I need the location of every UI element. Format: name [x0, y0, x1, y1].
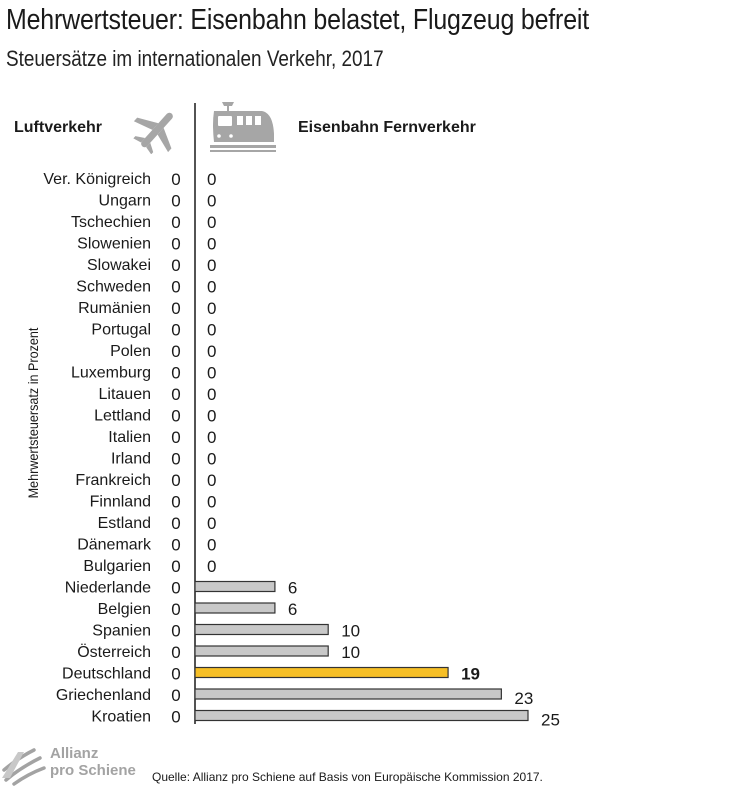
rail-value-label: 0	[207, 385, 216, 404]
rail-value-label: 19	[461, 665, 480, 684]
rail-value-label: 0	[207, 321, 216, 340]
category-label: Dänemark	[77, 537, 152, 554]
air-value-label: 0	[171, 385, 180, 404]
category-label: Slowenien	[77, 236, 151, 253]
category-label: Lettland	[94, 408, 151, 425]
category-label: Polen	[110, 343, 151, 360]
train-icon	[210, 102, 276, 152]
rail-value-label: 0	[207, 192, 216, 211]
rail-bar	[194, 602, 276, 614]
rail-bar	[194, 709, 529, 722]
category-label: Belgien	[98, 601, 151, 618]
category-label: Frankreich	[75, 472, 151, 489]
rail-value-label: 25	[541, 711, 560, 730]
logo-text: Allianz pro Schiene	[50, 745, 136, 779]
rail-bar	[194, 666, 449, 679]
column-header-air: Luftverkehr	[14, 119, 103, 136]
rail-value-label: 0	[207, 536, 216, 555]
category-label: Schweden	[76, 279, 151, 296]
rail-value-label: 0	[207, 407, 216, 426]
category-label: Deutschland	[62, 666, 151, 683]
rail-value-label: 0	[207, 235, 216, 254]
rail-value-label: 0	[207, 514, 216, 533]
air-value-label: 0	[171, 213, 180, 232]
rail-value-label: 0	[207, 471, 216, 490]
rail-bar	[194, 645, 329, 657]
category-label: Ungarn	[99, 193, 151, 210]
air-value-label: 0	[171, 450, 180, 469]
category-label: Österreich	[77, 643, 151, 661]
category-label: Luxemburg	[71, 365, 151, 382]
category-label: Estland	[98, 515, 151, 532]
air-value-label: 0	[171, 278, 180, 297]
air-value-label: 0	[171, 686, 180, 705]
rail-value-label: 0	[207, 450, 216, 469]
category-label: Griechenland	[56, 687, 151, 704]
category-label: Tschechien	[71, 214, 151, 231]
air-value-label: 0	[171, 235, 180, 254]
rail-value-label: 0	[207, 493, 216, 512]
air-value-label: 0	[171, 557, 180, 576]
category-label: Kroatien	[91, 709, 151, 726]
air-value-label: 0	[171, 342, 180, 361]
logo-line-1: Allianz	[50, 745, 99, 762]
air-value-label: 0	[171, 170, 180, 189]
air-value-label: 0	[171, 192, 180, 211]
air-value-label: 0	[171, 321, 180, 340]
rail-value-label: 0	[207, 278, 216, 297]
source-note: Quelle: Allianz pro Schiene auf Basis vo…	[152, 770, 543, 784]
rail-bar	[194, 688, 502, 700]
rail-value-label: 6	[288, 579, 297, 598]
air-value-label: 0	[171, 536, 180, 555]
air-value-label: 0	[171, 665, 180, 684]
category-label: Finnland	[90, 494, 151, 511]
air-value-label: 0	[171, 364, 180, 383]
allianz-logo-icon	[2, 748, 46, 786]
air-value-label: 0	[171, 299, 180, 318]
air-value-label: 0	[171, 579, 180, 598]
rail-value-label: 0	[207, 299, 216, 318]
air-value-label: 0	[171, 643, 180, 662]
rail-value-label: 0	[207, 170, 216, 189]
rail-value-label: 0	[207, 256, 216, 275]
category-label: Niederlande	[65, 580, 151, 597]
category-label: Spanien	[92, 623, 151, 640]
logo-line-2: pro Schiene	[50, 762, 136, 779]
rail-value-label: 0	[207, 364, 216, 383]
rail-value-label: 0	[207, 557, 216, 576]
rail-bar	[194, 623, 329, 636]
category-label: Italien	[108, 429, 151, 446]
rail-value-label: 10	[341, 622, 360, 641]
air-value-label: 0	[171, 256, 180, 275]
rail-value-label: 10	[341, 643, 360, 662]
category-label: Litauen	[99, 386, 152, 403]
air-value-label: 0	[171, 493, 180, 512]
category-label: Ver. Königreich	[43, 171, 151, 188]
rail-value-label: 0	[207, 213, 216, 232]
air-value-label: 0	[171, 514, 180, 533]
page-subtitle: Steuersätze im internationalen Verkehr, …	[6, 46, 384, 71]
rail-value-label: 0	[207, 342, 216, 361]
air-value-label: 0	[171, 407, 180, 426]
air-value-label: 0	[171, 622, 180, 641]
air-value-label: 0	[171, 600, 180, 619]
air-value-label: 0	[171, 471, 180, 490]
category-label: Portugal	[91, 322, 151, 339]
airplane-icon	[133, 112, 173, 154]
air-value-label: 0	[171, 428, 180, 447]
rail-bar	[194, 580, 276, 593]
page-title: Mehrwertsteuer: Eisenbahn belastet, Flug…	[6, 4, 590, 36]
air-value-label: 0	[171, 708, 180, 727]
column-header-rail: Eisenbahn Fernverkehr	[298, 119, 476, 136]
category-label: Bulgarien	[83, 558, 151, 575]
rail-value-label: 0	[207, 428, 216, 447]
rail-value-label: 23	[514, 689, 533, 708]
category-label: Slowakei	[87, 257, 151, 274]
rail-value-label: 6	[288, 600, 297, 619]
category-label: Irland	[111, 451, 151, 468]
category-label: Rumänien	[78, 300, 151, 317]
